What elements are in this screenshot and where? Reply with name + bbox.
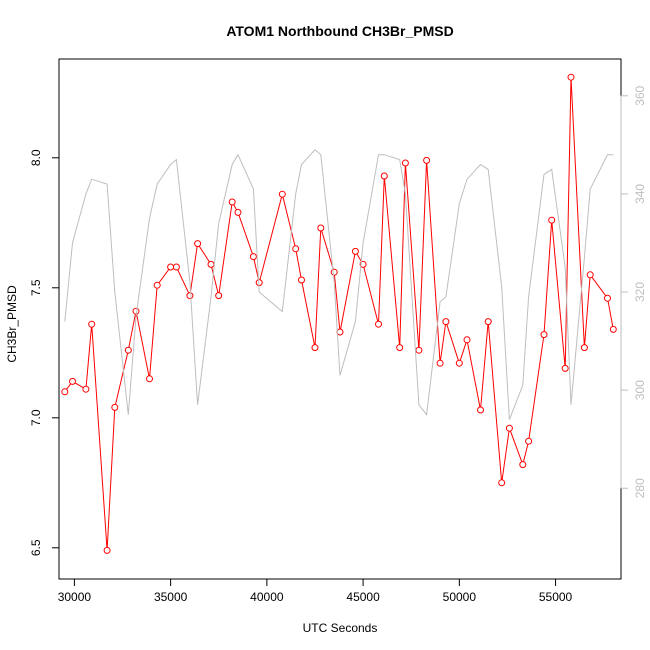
series-1-point — [442, 318, 450, 326]
y-axis-label: CH3Br_PMSD — [5, 285, 19, 363]
y2-tick-label: 280 — [633, 478, 647, 498]
series-1-point — [525, 437, 533, 445]
series-1-point — [484, 318, 492, 326]
series-1-point — [88, 320, 96, 328]
series-1-point — [186, 292, 194, 300]
y2-tick-label: 320 — [633, 282, 647, 302]
series-1-point — [604, 294, 611, 302]
series-1-point — [317, 224, 325, 232]
series-1-point — [330, 268, 338, 276]
series-2-line — [64, 149, 614, 420]
series-1-point — [375, 320, 382, 328]
y2-tick-label: 360 — [633, 85, 647, 105]
series-1-point — [69, 377, 76, 385]
series-1-point — [548, 216, 556, 224]
series-1-point — [396, 344, 404, 352]
series-1-point — [519, 461, 527, 469]
series-1-point — [111, 403, 119, 411]
y-axis-left: 6.5 7.0 7.5 8.0 — [29, 149, 60, 556]
x-tick-label: 35000 — [154, 590, 188, 604]
x-tick-label: 40000 — [250, 590, 284, 604]
series-1-point — [415, 346, 423, 354]
x-tick-label: 30000 — [58, 590, 92, 604]
series-1-point — [61, 388, 69, 396]
x-axis-label: UTC Seconds — [303, 621, 378, 635]
series-1-point — [423, 156, 431, 164]
series-1-point — [455, 359, 463, 367]
y-tick-label: 6.5 — [29, 539, 43, 556]
series-1-point — [167, 263, 175, 271]
series-1-point — [215, 292, 223, 300]
series-1-point — [146, 375, 153, 383]
series-1-point — [278, 190, 286, 198]
series-1-point — [207, 260, 215, 268]
series-1-point — [172, 263, 180, 271]
series-1-point — [103, 546, 111, 554]
series-1-point — [311, 344, 319, 352]
series-1-point — [436, 359, 444, 367]
chart-title: ATOM1 Northbound CH3Br_PMSD — [226, 23, 453, 39]
y-tick-label: 7.5 — [29, 279, 43, 296]
series-1-point — [609, 325, 617, 333]
x-axis: 30000 35000 40000 45000 50000 55000 — [58, 578, 573, 604]
series-1-point — [228, 198, 236, 206]
series-1-point — [298, 276, 305, 284]
series-1-point — [580, 344, 588, 352]
series-1-point — [153, 281, 161, 289]
series-1-point — [505, 424, 513, 432]
series-1-point — [351, 247, 359, 255]
series-1-point — [292, 245, 300, 253]
plot-area — [61, 73, 617, 554]
series-1-point — [540, 331, 548, 339]
series-1-point — [124, 346, 132, 354]
y-tick-label: 7.0 — [29, 409, 43, 426]
series-1-point — [82, 385, 90, 393]
series-1-point — [401, 159, 409, 167]
series-1-point — [567, 73, 575, 81]
y2-tick-label: 300 — [633, 380, 647, 400]
y2-tick-label: 340 — [633, 184, 647, 204]
series-1-point — [477, 406, 484, 414]
series-1-point — [463, 336, 471, 344]
series-1-point — [380, 172, 388, 180]
series-1-point — [586, 271, 594, 279]
series-1-point — [234, 208, 242, 216]
series-1-point — [249, 253, 257, 261]
series-1-point — [194, 240, 202, 248]
y-axis-right: 280 300 320 340 360 — [620, 85, 647, 498]
y-tick-label: 8.0 — [29, 149, 43, 166]
x-tick-label: 45000 — [346, 590, 380, 604]
series-1-point — [498, 479, 506, 487]
x-tick-label: 50000 — [443, 590, 477, 604]
x-tick-label: 55000 — [539, 590, 573, 604]
series-1-point — [561, 364, 569, 372]
